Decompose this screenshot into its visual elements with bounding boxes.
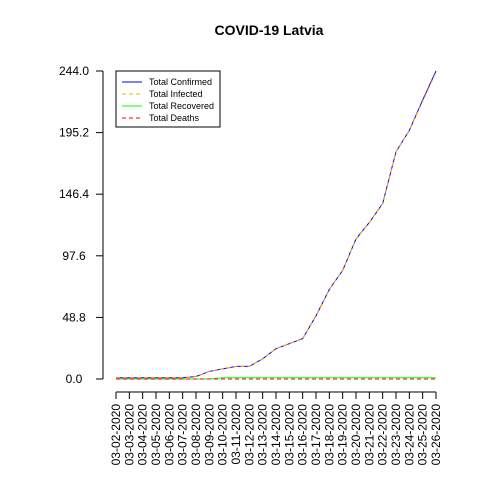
x-tick-label: 03-12-2020 [242, 404, 256, 466]
legend: Total Confirmed Total Infected Total Recov… [115, 70, 221, 128]
x-tick-label: 03-21-2020 [362, 404, 376, 466]
x-tick-label: 03-03-2020 [122, 404, 136, 466]
y-tick-label: 48.8 [62, 310, 86, 324]
x-tick-label: 03-13-2020 [256, 404, 270, 466]
legend-label: Total Confirmed [149, 77, 212, 87]
x-tick-label: 03-04-2020 [136, 404, 150, 466]
x-tick-label: 03-05-2020 [149, 404, 163, 466]
x-tick-label: 03-23-2020 [389, 404, 403, 466]
x-tick-label: 03-14-2020 [269, 404, 283, 466]
x-tick-label: 03-19-2020 [336, 404, 350, 466]
y-tick-label: 97.6 [62, 249, 86, 263]
series-line-total-recovered [116, 377, 436, 380]
chart-title: COVID-19 Latvia [215, 22, 324, 38]
x-tick-label: 03-09-2020 [202, 404, 216, 466]
series-line-total-infected [116, 72, 437, 379]
series-layer [116, 70, 437, 380]
x-tick-label: 03-07-2020 [176, 404, 190, 466]
x-tick-label: 03-06-2020 [162, 404, 176, 466]
legend-box [115, 70, 221, 128]
y-tick-label: 244.0 [59, 64, 89, 78]
x-tick-label: 03-16-2020 [296, 404, 310, 466]
x-tick-label: 03-10-2020 [216, 404, 230, 466]
x-tick-label: 03-20-2020 [349, 404, 363, 466]
x-tick-label: 03-08-2020 [189, 404, 203, 466]
legend-label: Total Infected [149, 89, 203, 99]
x-tick-label: 03-24-2020 [402, 404, 416, 466]
x-tick-label: 03-25-2020 [416, 404, 430, 466]
legend-label: Total Deaths [149, 113, 200, 123]
y-tick-label: 146.4 [59, 187, 89, 201]
x-tick-label: 03-18-2020 [322, 404, 336, 466]
legend-label: Total Recovered [149, 101, 214, 111]
x-tick-label: 03-11-2020 [229, 404, 243, 465]
x-tick-label: 03-17-2020 [309, 404, 323, 466]
y-tick-label: 0.0 [66, 372, 83, 386]
x-tick-label: 03-02-2020 [109, 404, 123, 466]
x-tick-label: 03-26-2020 [429, 404, 443, 466]
x-tick-label: 03-15-2020 [282, 404, 296, 466]
x-tick-label: 03-22-2020 [376, 404, 390, 466]
y-tick-label: 195.2 [59, 126, 89, 140]
